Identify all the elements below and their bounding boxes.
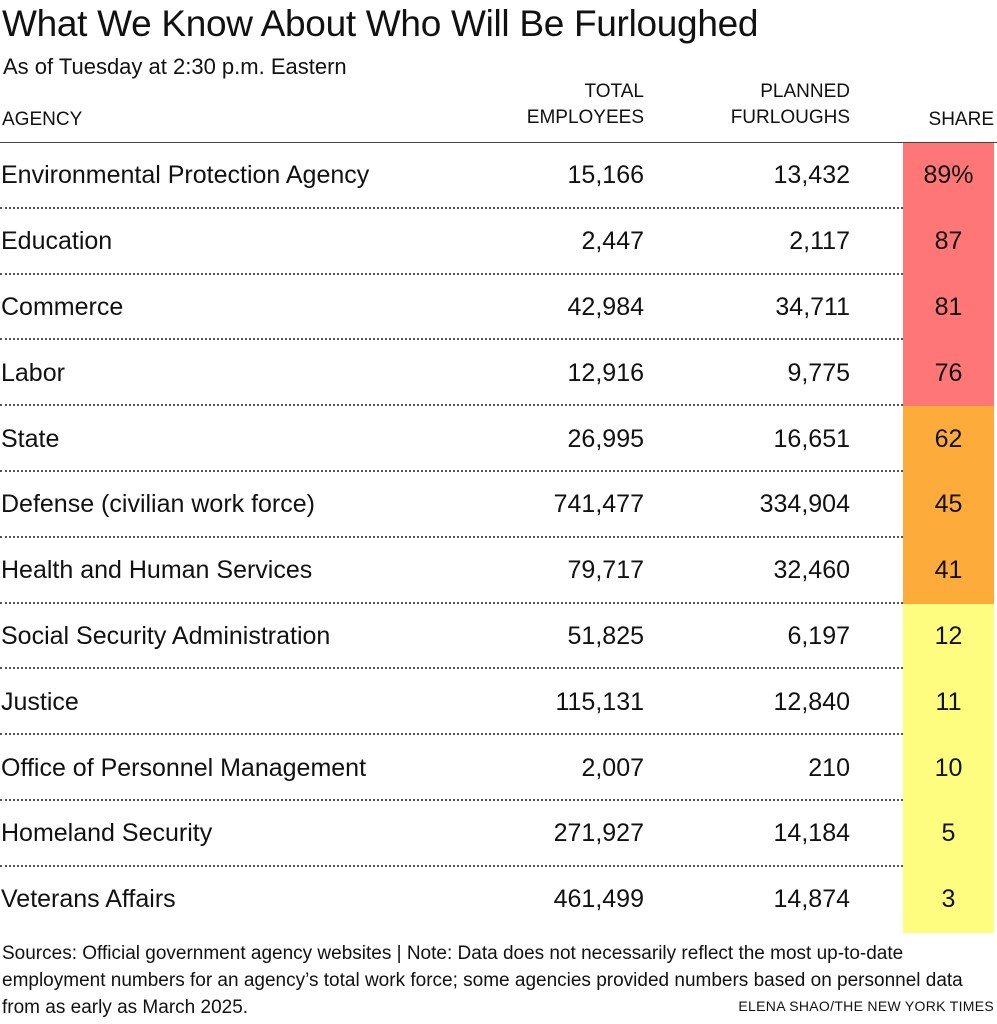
row-divider: [0, 601, 903, 604]
planned-furloughs-cell: 9,775: [787, 358, 850, 387]
row-divider: [0, 667, 903, 670]
total-employees-cell: 15,166: [567, 161, 644, 190]
row-divider: [0, 206, 903, 209]
share-cell: 81: [903, 274, 994, 341]
column-header-share: SHARE: [928, 109, 994, 130]
column-header-total-line2: EMPLOYEES: [526, 107, 644, 128]
planned-furloughs-cell: 14,874: [773, 885, 850, 914]
agency-cell: Health and Human Services: [1, 556, 313, 585]
table-row: State 26,995 16,651 62: [0, 406, 997, 472]
column-header-total-employees: TOTAL EMPLOYEES: [527, 79, 644, 131]
row-divider: [0, 338, 903, 341]
column-header-planned-furloughs: PLANNED FURLOUGHS: [731, 79, 850, 131]
column-header-agency: AGENCY: [2, 109, 83, 130]
planned-furloughs-cell: 334,904: [759, 490, 850, 519]
chart-subtitle: As of Tuesday at 2:30 p.m. Eastern: [3, 54, 347, 79]
total-employees-cell: 271,927: [553, 819, 644, 848]
table-row: Office of Personnel Management 2,007 210 10: [0, 735, 997, 801]
agency-cell: Education: [1, 227, 113, 256]
table-row: Social Security Administration 51,825 6,19…: [0, 603, 997, 670]
row-divider: [0, 733, 903, 736]
table-row: Homeland Security 271,927 14,184 5: [0, 800, 997, 867]
row-divider: [0, 864, 903, 867]
agency-cell: Justice: [1, 687, 79, 716]
agency-cell: Commerce: [1, 292, 124, 321]
share-cell: 45: [903, 471, 994, 538]
table-row: Defense (civilian work force) 741,477 334,…: [0, 471, 997, 538]
table-row: Education 2,447 2,117 87: [0, 208, 997, 275]
planned-furloughs-cell: 32,460: [773, 556, 850, 585]
share-cell: 11: [903, 669, 994, 736]
agency-cell: Veterans Affairs: [1, 885, 176, 914]
table-row: Health and Human Services 79,717 32,460 41: [0, 537, 997, 604]
total-employees-cell: 741,477: [553, 490, 644, 519]
share-cell: 12: [903, 603, 994, 670]
total-employees-cell: 79,717: [567, 556, 644, 585]
row-divider: [0, 535, 903, 538]
agency-cell: State: [1, 424, 60, 453]
footer-notes: Sources: Official government agency webs…: [2, 943, 963, 1018]
share-cell: 87: [903, 208, 994, 275]
table-row: Commerce 42,984 34,711 81: [0, 274, 997, 341]
agency-cell: Social Security Administration: [1, 621, 331, 650]
agency-cell: Environmental Protection Agency: [1, 161, 370, 190]
column-header-total-line1: TOTAL: [584, 81, 644, 102]
table-row: Labor 12,916 9,775 76: [0, 340, 997, 407]
table-row: Environmental Protection Agency 15,166 13,…: [0, 143, 997, 209]
share-cell: 10: [903, 735, 994, 801]
total-employees-cell: 12,916: [567, 358, 644, 387]
total-employees-cell: 115,131: [555, 687, 644, 716]
planned-furloughs-cell: 14,184: [773, 819, 850, 848]
row-divider: [0, 272, 903, 275]
agency-cell: Labor: [1, 358, 65, 387]
total-employees-cell: 2,007: [581, 753, 644, 782]
table-body: Environmental Protection Agency 15,166 13,…: [0, 143, 997, 933]
planned-furloughs-cell: 210: [808, 753, 850, 782]
planned-furloughs-cell: 12,840: [773, 687, 850, 716]
total-employees-cell: 26,995: [567, 424, 644, 453]
planned-furloughs-cell: 16,651: [773, 424, 850, 453]
table-row: Justice 115,131 12,840 11: [0, 669, 997, 736]
share-cell: 62: [903, 406, 994, 472]
share-cell: 41: [903, 537, 994, 604]
total-employees-cell: 2,447: [581, 227, 644, 256]
chart-title: What We Know About Who Will Be Furloughe…: [2, 3, 759, 44]
total-employees-cell: 42,984: [567, 292, 644, 321]
row-divider: [0, 469, 903, 472]
total-employees-cell: 51,825: [567, 621, 644, 650]
planned-furloughs-cell: 13,432: [773, 161, 850, 190]
column-header-planned-line2: FURLOUGHS: [730, 107, 850, 128]
share-cell: 5: [903, 800, 994, 867]
share-cell: 89%: [903, 143, 994, 209]
agency-cell: Homeland Security: [1, 819, 213, 848]
planned-furloughs-cell: 34,711: [775, 292, 850, 321]
planned-furloughs-cell: 2,117: [789, 227, 850, 256]
table-row: Veterans Affairs 461,499 14,874 3: [0, 866, 997, 933]
total-employees-cell: 461,499: [553, 885, 644, 914]
agency-cell: Defense (civilian work force): [1, 490, 315, 519]
planned-furloughs-cell: 6,197: [787, 621, 850, 650]
row-divider: [0, 404, 903, 407]
row-divider: [0, 798, 903, 801]
agency-cell: Office of Personnel Management: [1, 753, 367, 782]
share-cell: 3: [903, 866, 994, 933]
share-cell: 76: [903, 340, 994, 407]
header-divider: [0, 142, 997, 143]
footer-credit: ELENA SHAO/THE NEW YORK TIMES: [738, 998, 994, 1014]
column-header-planned-line1: PLANNED: [760, 81, 850, 102]
